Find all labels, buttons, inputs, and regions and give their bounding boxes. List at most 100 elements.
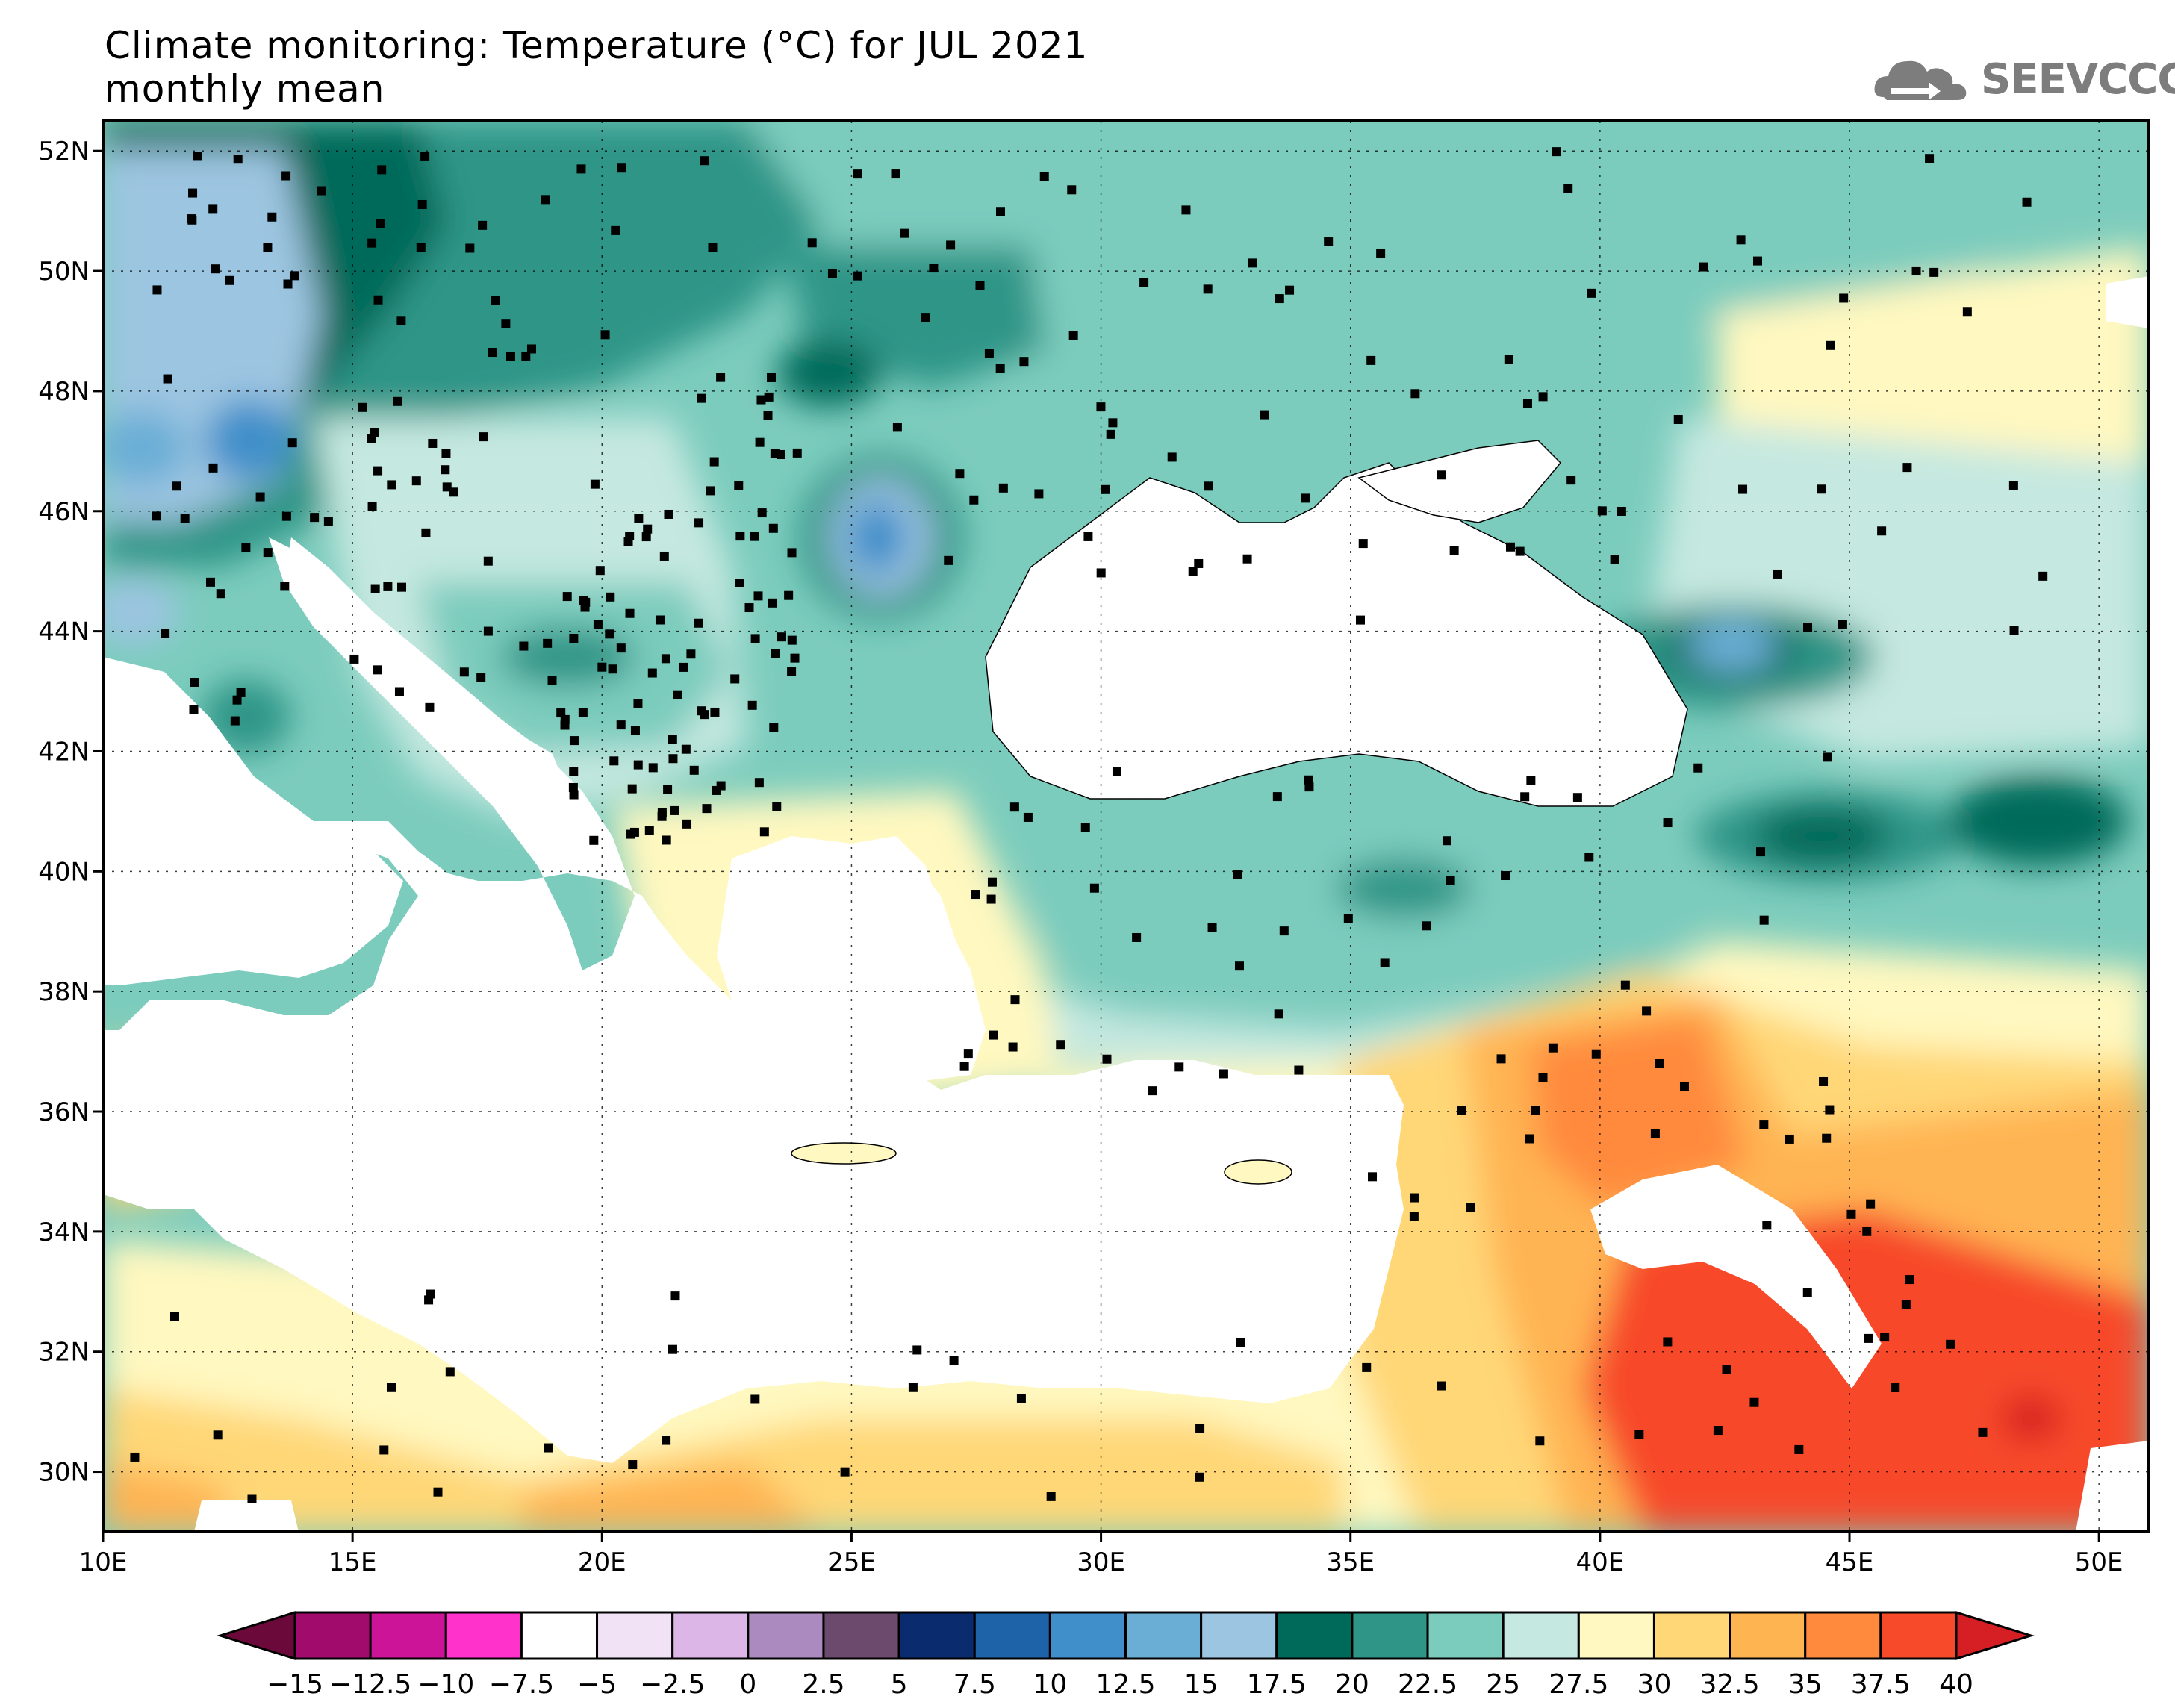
station-marker [1023, 812, 1033, 822]
station-marker [1520, 792, 1530, 802]
station-marker [971, 890, 980, 900]
station-marker [396, 316, 406, 325]
station-marker [1552, 147, 1561, 157]
station-marker [912, 1345, 922, 1355]
station-marker [681, 744, 691, 754]
station-marker [386, 1383, 396, 1392]
station-marker [944, 555, 953, 565]
station-marker [1324, 237, 1334, 246]
station-marker [1410, 389, 1420, 399]
station-marker [152, 285, 162, 295]
colorbar-box [1048, 1611, 1127, 1660]
station-marker [519, 641, 529, 651]
station-marker [1610, 555, 1619, 564]
colorbar-label: 35 [1788, 1669, 1823, 1700]
station-marker [755, 437, 765, 447]
lon-tick-label: 35E [1326, 1548, 1375, 1577]
station-marker [1034, 489, 1044, 499]
colorbar-box [596, 1611, 674, 1660]
station-marker [716, 781, 726, 791]
station-marker [505, 352, 515, 361]
azov-sea [1357, 440, 1562, 523]
station-marker [995, 207, 1005, 216]
station-marker [995, 364, 1005, 373]
colorbar-box [520, 1611, 599, 1660]
station-marker [616, 643, 626, 653]
station-marker [578, 708, 588, 717]
station-marker [1046, 1492, 1056, 1501]
station-marker [425, 702, 435, 712]
station-marker [1522, 399, 1532, 408]
station-marker [190, 678, 199, 688]
station-marker [544, 1443, 553, 1453]
station-marker [476, 673, 486, 682]
station-marker [541, 195, 550, 205]
station-marker [1343, 914, 1353, 923]
station-marker [623, 537, 633, 546]
station-marker [697, 393, 706, 403]
station-marker [280, 582, 290, 591]
station-marker [1195, 1472, 1204, 1482]
station-marker [1068, 331, 1078, 340]
station-marker [189, 705, 199, 714]
lat-tick-label: 38N [38, 977, 90, 1007]
station-marker [1504, 355, 1513, 364]
colorbar-box [747, 1611, 825, 1660]
lat-tick-label: 30N [38, 1458, 90, 1488]
station-marker [1825, 1105, 1835, 1115]
station-marker [673, 690, 682, 699]
station-marker [1819, 1076, 1829, 1086]
station-marker [206, 577, 216, 587]
station-marker [759, 827, 769, 837]
colorbar-box [822, 1611, 900, 1660]
station-marker [628, 1460, 638, 1470]
station-marker [1822, 1133, 1832, 1143]
station-marker [682, 819, 692, 829]
station-marker [792, 448, 802, 458]
station-marker [1901, 1300, 1911, 1309]
station-marker [1548, 1043, 1558, 1053]
station-marker [569, 634, 579, 643]
station-marker [627, 784, 637, 794]
station-marker [735, 579, 744, 588]
station-marker [1236, 1338, 1245, 1347]
station-marker [1535, 1436, 1545, 1446]
station-marker [2009, 626, 2019, 635]
station-marker [349, 654, 359, 664]
station-marker [1866, 1199, 1876, 1209]
station-marker [1380, 958, 1390, 967]
colorbar-label: 22.5 [1398, 1669, 1457, 1700]
lon-tick-label: 50E [2075, 1548, 2123, 1577]
colorbar-label: 37.5 [1851, 1669, 1911, 1700]
station-marker [659, 551, 669, 561]
station-marker [1242, 554, 1252, 564]
station-marker [1181, 205, 1191, 215]
station-marker [853, 169, 862, 179]
station-marker [1233, 870, 1242, 879]
station-marker [772, 802, 782, 811]
station-marker [644, 826, 654, 835]
station-marker [1713, 1426, 1723, 1436]
station-marker [1207, 923, 1217, 932]
station-marker [547, 676, 557, 685]
station-marker [465, 243, 475, 253]
station-marker [569, 767, 579, 776]
station-marker [130, 1452, 140, 1462]
station-marker [1591, 1049, 1601, 1059]
station-marker [1826, 340, 1835, 350]
colorbar-box [293, 1611, 372, 1660]
station-marker [428, 438, 438, 448]
station-marker [1962, 307, 1972, 317]
colorbar-label: 40 [1939, 1669, 1973, 1700]
station-marker [379, 1445, 389, 1455]
colorbar-label: 27.5 [1549, 1669, 1608, 1700]
station-marker [367, 502, 377, 511]
station-marker [593, 620, 603, 629]
station-marker [1756, 847, 1766, 857]
station-marker [787, 667, 797, 676]
colorbar-label: 17.5 [1247, 1669, 1307, 1700]
station-marker [664, 509, 673, 519]
title-line-1: Climate monitoring: Temperature (°C) for… [105, 24, 1089, 67]
station-marker [449, 487, 458, 497]
temperature-map: 52N 50N 48N 46N 44N 42N 40N 38N 36N 34N 32N 30N 10E… [38, 119, 2150, 1577]
